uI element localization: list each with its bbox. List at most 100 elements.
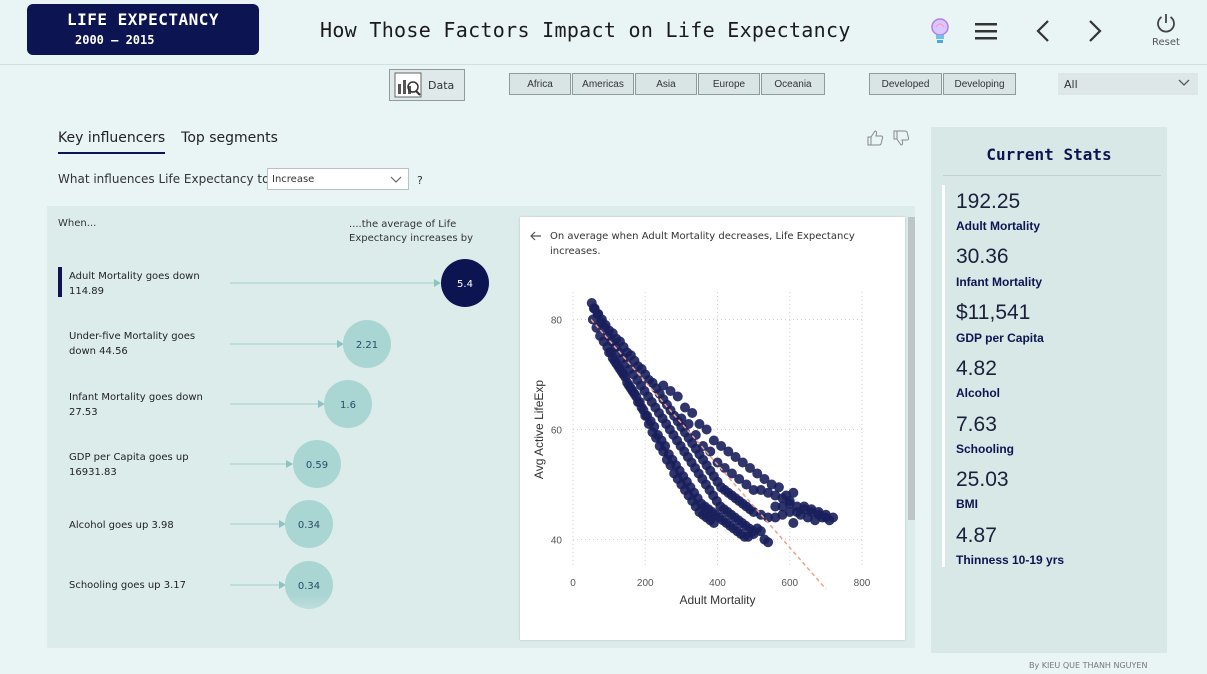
thumbs-up-icon[interactable] [866,130,884,146]
filter-asia[interactable]: Asia [635,73,697,95]
scatter-point [723,446,734,457]
stat-label: BMI [956,497,978,511]
scatter-point [665,386,676,396]
scatter-point [773,482,784,493]
scatter-point [690,430,701,440]
reset-label: Reset [1152,37,1180,48]
filter-oceania[interactable]: Oceania [761,73,825,95]
scatter-point [658,380,669,391]
influence-bubble [343,320,391,368]
influencer-row[interactable]: 0.34 [230,500,333,548]
scatter-point [618,369,629,380]
influencer-label[interactable]: Infant Mortality goes down 27.53 [69,392,203,418]
scatter-point [665,460,676,471]
country-dropdown[interactable]: All [1058,73,1198,95]
scatter-point [683,419,694,429]
filter-developed[interactable]: Developed [869,73,942,95]
stat-value: 192.25 [956,190,1021,213]
influence-value: 1.6 [340,400,356,411]
influence-bubble [293,440,341,488]
influencer-label[interactable]: Under-five Mortality goes down 44.56 [69,331,196,357]
stat-value: 25.03 [956,468,1009,491]
stat-label: GDP per Capita [956,331,1044,345]
scatter-point [592,309,603,319]
filter-africa[interactable]: Africa [509,73,571,95]
scatter-point [651,432,662,443]
x-tick-label: 600 [781,578,798,589]
feedback-icons [866,130,910,146]
help-question-mark[interactable]: ? [417,174,423,187]
influencer-label[interactable]: GDP per Capita goes up 16931.83 [69,452,189,478]
scatter-point [708,518,719,528]
influencer-label[interactable]: Adult Mortality goes down 114.89 [69,271,200,297]
data-button[interactable]: Data [389,69,465,101]
influencer-row[interactable]: 2.21 [230,320,391,368]
menu-icon[interactable] [974,14,998,48]
stat-label: Alcohol [956,386,1000,400]
stat-value: 4.82 [956,357,997,380]
influencer-label[interactable]: Alcohol goes up 3.98 [69,520,174,531]
scatter-point [716,441,727,451]
influencer-row[interactable]: 5.4 [230,259,489,307]
data-button-label: Data [428,78,455,92]
chart-description: On average when Adult Mortality decrease… [550,231,855,257]
reset-button[interactable]: Reset [1146,12,1186,48]
selected-indicator [58,267,62,297]
back-arrow-icon[interactable] [1033,14,1053,48]
influencer-label[interactable]: Schooling goes up 3.17 [69,580,186,591]
stat-value: 30.36 [956,245,1009,268]
forward-arrow-icon[interactable] [1085,14,1105,48]
stat-value: 4.87 [956,524,997,547]
trend-line [590,319,827,590]
scatter-point [730,452,741,462]
scatter-point [784,507,795,517]
filter-developing[interactable]: Developing [943,73,1016,95]
influencer-row[interactable]: 1.6 [230,380,372,428]
back-arrow-icon[interactable] [530,231,542,241]
x-tick-label: 0 [570,578,576,589]
thumbs-down-icon[interactable] [892,130,910,146]
scatter-point [719,463,730,473]
stat-value: 7.63 [956,413,997,436]
y-tick-label: 80 [551,316,563,327]
scatter-point [759,474,770,484]
filter-americas[interactable]: Americas [572,73,634,95]
scatter-point [643,419,654,429]
author-credit: By KIEU QUE THANH NGUYEN [1029,661,1148,670]
scatter-point [788,518,799,528]
influence-question: What influences Life Expectancy to [58,172,270,186]
y-tick-label: 40 [551,536,563,547]
influence-value: 0.59 [306,460,328,471]
influence-bubble [285,500,333,548]
stat-label: Thinness 10-19 yrs [956,553,1065,567]
x-tick-label: 800 [854,578,871,589]
influencer-bubbles: 5.4 2.21 1.6 0.59 0.34 0.34 [230,259,489,630]
scatter-point [694,419,705,429]
tab-key-influencers[interactable]: Key influencers [58,130,166,154]
scatter-point [734,474,745,484]
scatter-point [636,402,647,413]
panel-scrollbar[interactable] [908,217,915,520]
scatter-point [747,526,758,537]
stat-label: Schooling [956,442,1014,456]
filter-europe[interactable]: Europe [698,73,760,95]
column-header-when: When... [58,218,97,229]
scatter-point [599,322,610,333]
scatter-plot: 0 200 400 600 800 40 60 80 Adult Mortality Avg Ac… [532,292,871,607]
logo-title: LIFE EXPECTANCY [67,10,219,29]
influence-value: 5.4 [457,279,473,290]
scatter-point [629,388,640,399]
scatter-point [737,457,748,468]
stats-divider [943,175,1161,176]
x-axis-label: Adult Mortality [679,593,755,607]
scatter-point [712,457,723,468]
influence-direction-select[interactable]: Increase [267,168,409,190]
tab-top-segments[interactable]: Top segments [181,130,278,146]
scatter-point [745,463,756,473]
scatter-point [726,468,737,479]
scatter-chart-card: On average when Adult Mortality decrease… [520,217,905,640]
influencer-row[interactable]: 0.59 [230,440,341,488]
influence-bubble [441,259,489,307]
lightbulb-icon[interactable] [928,14,952,48]
scatter-point [708,435,719,446]
